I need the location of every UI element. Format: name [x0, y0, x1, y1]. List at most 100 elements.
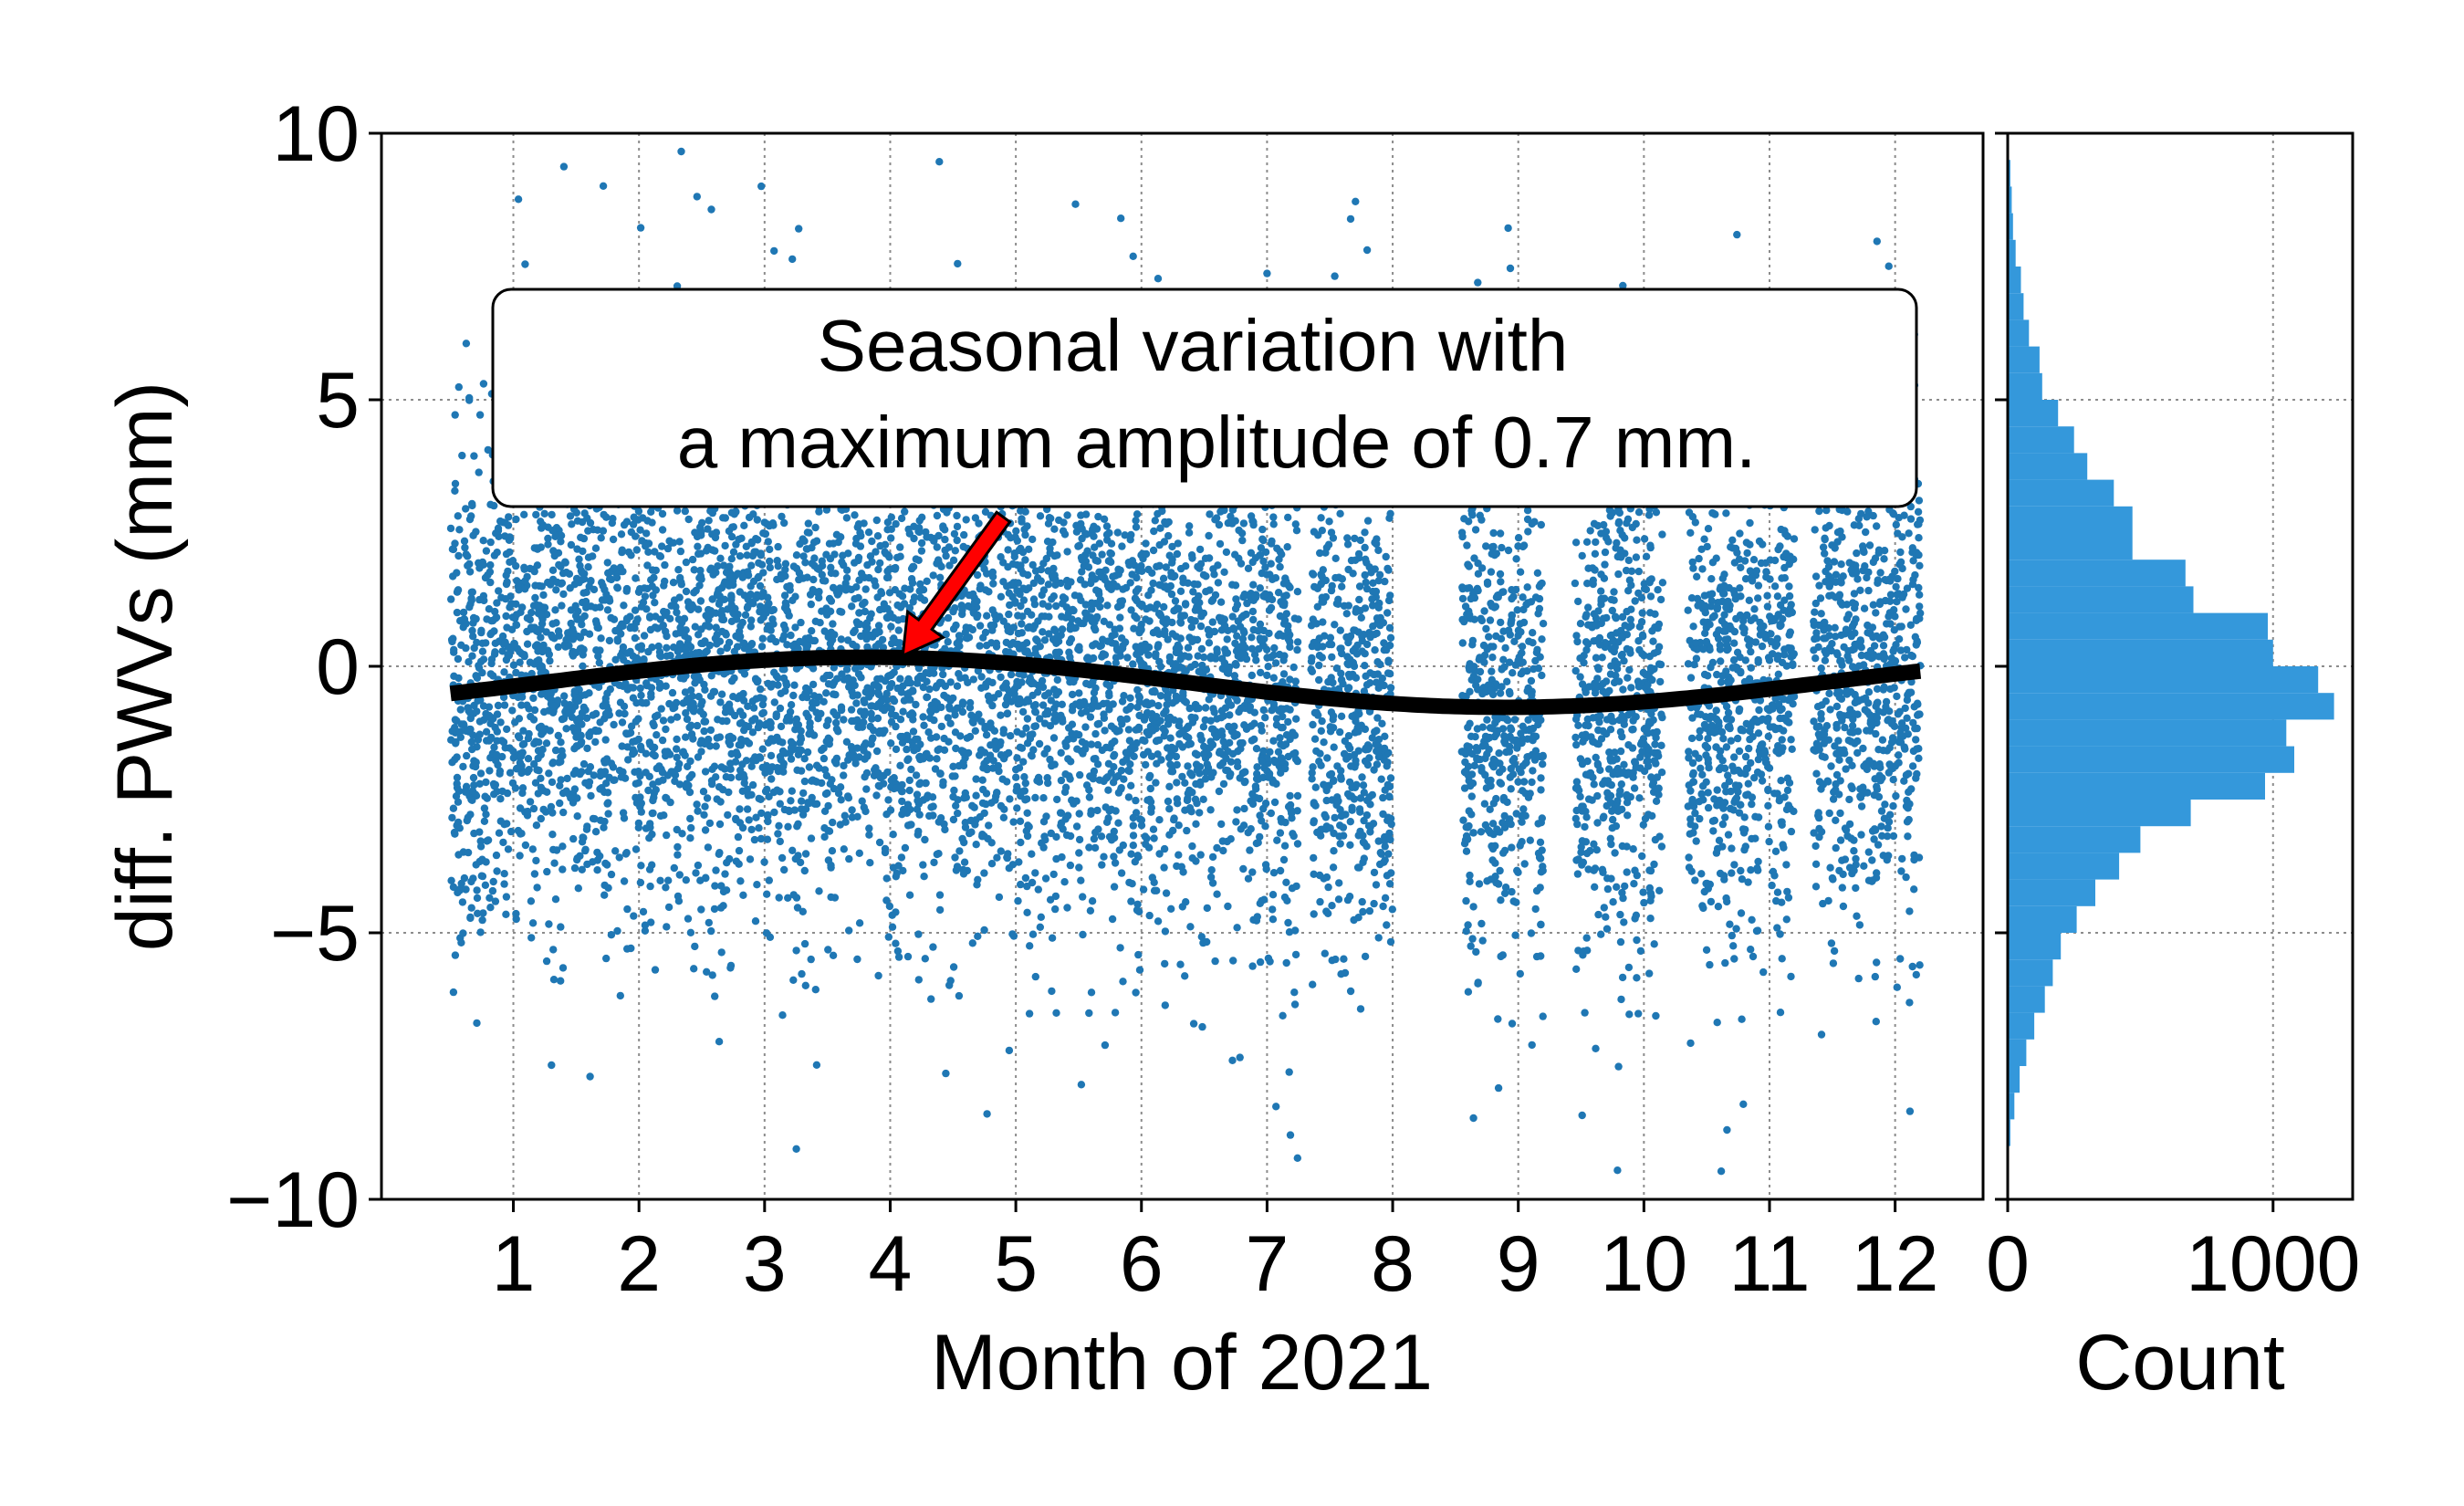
data-point: [636, 878, 645, 887]
data-point: [578, 621, 586, 629]
data-point: [649, 809, 657, 818]
data-point: [955, 991, 964, 1000]
data-point: [876, 559, 884, 568]
data-point: [548, 831, 557, 839]
data-point: [673, 745, 681, 753]
data-point: [1107, 558, 1115, 566]
data-point: [912, 700, 920, 709]
data-point: [1107, 549, 1116, 558]
data-point: [1133, 573, 1141, 582]
data-point: [1081, 701, 1090, 709]
data-point: [649, 796, 657, 805]
data-point: [673, 851, 682, 859]
data-point: [968, 939, 977, 947]
data-point: [1046, 755, 1054, 764]
data-point: [972, 775, 980, 783]
data-point: [1036, 715, 1044, 723]
data-point: [736, 766, 745, 775]
data-point: [772, 712, 780, 721]
data-point: [1234, 762, 1242, 770]
data-point: [689, 735, 697, 743]
data-point: [968, 801, 976, 810]
data-point: [1104, 583, 1113, 591]
data-point: [757, 560, 767, 569]
data-point: [725, 638, 734, 647]
data-point: [587, 577, 595, 586]
data-point: [1037, 913, 1046, 921]
data-point: [1029, 595, 1039, 603]
data-point: [1042, 812, 1050, 821]
data-point: [493, 599, 501, 607]
data-point: [909, 562, 918, 571]
data-point: [761, 529, 770, 539]
data-point: [548, 566, 558, 574]
data-point: [491, 607, 499, 616]
data-point: [1197, 736, 1206, 744]
data-point: [637, 698, 645, 706]
data-point: [967, 711, 976, 719]
data-point: [727, 508, 736, 517]
data-point: [469, 613, 478, 622]
data-point: [581, 691, 590, 699]
data-point: [1118, 697, 1127, 706]
data-point: [1175, 851, 1183, 859]
data-point: [1091, 828, 1100, 837]
data-point: [1061, 613, 1070, 622]
data-point: [977, 673, 986, 681]
data-point: [1013, 804, 1021, 812]
data-point: [883, 768, 892, 777]
data-point: [662, 884, 670, 892]
data-point: [526, 615, 534, 624]
data-point: [999, 729, 1008, 737]
data-point: [734, 832, 743, 842]
data-point: [993, 853, 1001, 862]
data-point: [1220, 659, 1229, 667]
data-point: [627, 684, 635, 692]
data-point: [1142, 539, 1150, 548]
data-point: [954, 259, 962, 268]
data-point: [823, 789, 831, 798]
data-point: [976, 642, 984, 650]
data-point: [787, 737, 796, 746]
data-point: [997, 847, 1006, 855]
data-point: [546, 727, 554, 735]
data-point: [688, 555, 697, 564]
data-point: [895, 590, 903, 598]
data-point: [555, 758, 563, 767]
data-point: [966, 623, 974, 633]
data-point: [747, 538, 756, 547]
data-point: [508, 706, 517, 715]
data-point: [646, 882, 654, 891]
data-point: [1133, 614, 1141, 622]
data-point: [778, 738, 787, 747]
data-point: [727, 677, 736, 685]
data-point: [1114, 565, 1122, 573]
data-point: [799, 907, 807, 915]
data-point: [1239, 821, 1248, 830]
data-point: [905, 711, 914, 719]
data-point: [578, 720, 586, 728]
data-point: [1006, 601, 1014, 610]
data-point: [558, 579, 567, 587]
data-point: [958, 700, 967, 709]
data-point: [881, 848, 890, 857]
data-point: [764, 593, 772, 601]
data-point: [827, 863, 835, 872]
data-point: [840, 845, 848, 853]
data-point: [955, 632, 964, 640]
data-point: [703, 967, 711, 977]
data-point: [1070, 624, 1079, 633]
data-point: [680, 675, 688, 683]
data-point: [649, 591, 657, 600]
data-point: [637, 642, 646, 650]
data-point: [1250, 719, 1258, 727]
data-point: [905, 786, 914, 795]
data-point: [914, 827, 923, 836]
data-point: [462, 727, 470, 735]
data-point: [502, 612, 510, 621]
data-point: [691, 942, 699, 951]
data-point: [790, 681, 799, 689]
data-point: [478, 639, 486, 647]
data-point: [745, 513, 754, 522]
data-point: [543, 788, 551, 796]
